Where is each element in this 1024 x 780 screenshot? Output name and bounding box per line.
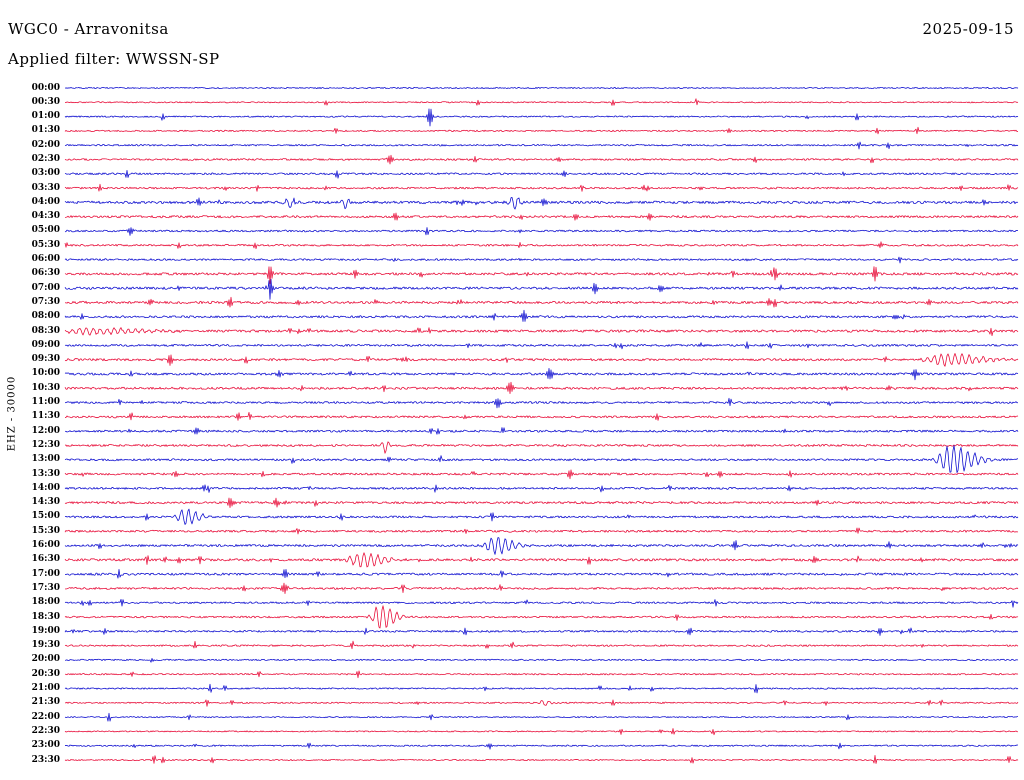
- station-title: WGC0 - Arravonitsa: [8, 20, 169, 38]
- date-label: 2025-09-15: [922, 20, 1014, 38]
- channel-scale-label: EHZ - 30000: [6, 375, 18, 452]
- filter-label: Applied filter: WWSSN-SP: [8, 50, 220, 68]
